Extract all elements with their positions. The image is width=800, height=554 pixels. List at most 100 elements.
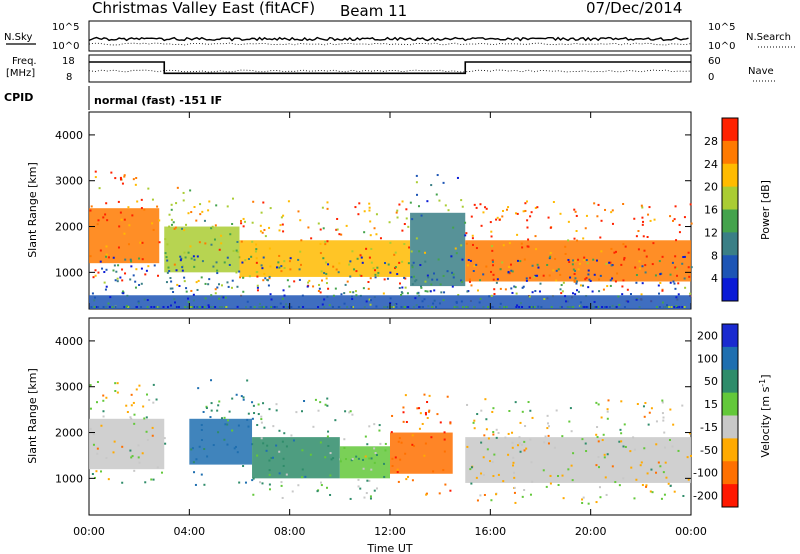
power-echo-speckle: [354, 206, 357, 209]
power-echo-speckle: [368, 209, 371, 212]
velocity-echo-speckle: [113, 440, 116, 443]
power-echo-speckle: [177, 306, 180, 308]
velocity-echo-speckle: [669, 484, 672, 487]
velocity-echo-speckle: [513, 476, 516, 479]
power-echo-speckle: [515, 306, 518, 308]
power-echo-speckle: [501, 261, 504, 264]
velocity-echo-speckle: [295, 411, 298, 414]
power-echo-speckle: [575, 230, 578, 233]
velocity-echo-speckle: [92, 443, 95, 446]
power-echo-speckle: [281, 223, 284, 226]
power-echo-speckle: [125, 305, 128, 308]
nsearch-tick-high: 10^5: [708, 22, 735, 33]
power-echo-speckle: [526, 219, 529, 222]
power-echo-speckle: [610, 247, 613, 250]
power-echo-speckle: [681, 306, 684, 308]
velocity-echo-speckle: [198, 445, 201, 448]
velocity-echo-speckle: [421, 422, 424, 425]
velocity-echo-speckle: [664, 461, 667, 464]
power-echo-speckle: [158, 219, 161, 222]
power-echo-speckle: [609, 284, 612, 287]
velocity-echo-speckle: [226, 443, 229, 446]
velocity-echo-speckle: [152, 401, 155, 404]
power-echo-speckle: [218, 283, 221, 286]
power-echo-speckle: [126, 294, 129, 297]
velocity-echo-speckle: [260, 418, 263, 421]
velocity-echo-speckle: [531, 480, 534, 483]
power-echo-speckle: [332, 265, 335, 268]
power-echo-speckle: [171, 287, 174, 290]
power-echo-speckle: [152, 228, 155, 231]
power-echo-speckle: [359, 254, 362, 257]
power-echo-speckle: [212, 265, 215, 268]
velocity-echo-speckle: [482, 456, 485, 459]
power-echo-speckle: [260, 211, 263, 214]
velocity-echo-speckle: [663, 493, 666, 496]
power-echo-speckle: [637, 248, 640, 251]
velocity-echo-speckle: [368, 479, 371, 482]
power-echo-speckle: [658, 306, 661, 308]
power-echo-band: [465, 240, 691, 282]
power-echo-speckle: [389, 241, 392, 244]
velocity-echo-speckle: [517, 444, 520, 447]
power-echo-speckle: [400, 306, 403, 308]
power-echo-speckle: [354, 290, 357, 293]
power-echo-speckle: [593, 306, 596, 308]
power-echo-speckle: [402, 306, 405, 308]
power-echo-speckle: [185, 287, 188, 290]
velocity-echo-speckle: [234, 445, 237, 448]
power-echo-speckle: [92, 276, 95, 279]
velocity-echo-speckle: [357, 478, 360, 481]
velocity-echo-speckle: [327, 430, 330, 433]
power-echo-speckle: [168, 225, 171, 228]
velocity-echo-speckle: [492, 433, 495, 436]
power-echo-speckle: [416, 193, 419, 196]
power-echo-speckle: [140, 267, 143, 270]
power-echo-speckle: [491, 259, 494, 262]
velocity-echo-speckle: [102, 410, 105, 413]
velocity-echo-speckle: [314, 398, 317, 401]
velocity-echo-speckle: [584, 442, 587, 445]
power-echo-speckle: [616, 272, 619, 275]
power-echo-speckle: [121, 290, 124, 293]
power-echo-speckle: [262, 256, 265, 259]
power-echo-speckle: [682, 256, 685, 259]
velocity-echo-speckle: [546, 427, 549, 430]
power-echo-speckle: [661, 255, 664, 258]
power-echo-speckle: [337, 306, 340, 308]
cpid-text: normal (fast) -151 IF: [94, 94, 222, 107]
velocity-echo-speckle: [529, 493, 532, 496]
velocity-echo-speckle: [661, 412, 664, 415]
velocity-echo-speckle: [426, 417, 429, 420]
power-echo-speckle: [577, 290, 580, 293]
power-echo-speckle: [324, 240, 327, 243]
power-echo-speckle: [340, 233, 343, 236]
power-echo-speckle: [644, 271, 647, 274]
power-echo-speckle: [175, 306, 178, 308]
power-echo-speckle: [634, 266, 637, 269]
power-echo-speckle: [531, 291, 534, 294]
velocity-echo-speckle: [95, 401, 98, 404]
velocity-echo-speckle: [620, 440, 623, 443]
power-echo-speckle: [508, 265, 511, 268]
velocity-echo-speckle: [217, 431, 220, 434]
power-echo-speckle: [372, 267, 375, 270]
power-echo-speckle: [374, 276, 377, 279]
velocity-echo-speckle: [266, 444, 269, 447]
power-echo-speckle: [648, 206, 651, 209]
power-echo-speckle: [151, 198, 154, 201]
power-echo-speckle: [260, 264, 263, 267]
power-echo-speckle: [121, 268, 124, 271]
power-echo-speckle: [336, 228, 339, 231]
power-echo-speckle: [349, 260, 352, 263]
power-echo-speckle: [499, 268, 502, 271]
velocity-echo-speckle: [485, 428, 488, 431]
power-echo-speckle: [190, 306, 193, 308]
power-echo-speckle: [370, 261, 373, 264]
velocity-echo-speckle: [611, 465, 614, 468]
power-echo-speckle: [189, 245, 192, 248]
power-echo-speckle: [338, 233, 341, 236]
velocity-echo-speckle: [606, 453, 609, 456]
